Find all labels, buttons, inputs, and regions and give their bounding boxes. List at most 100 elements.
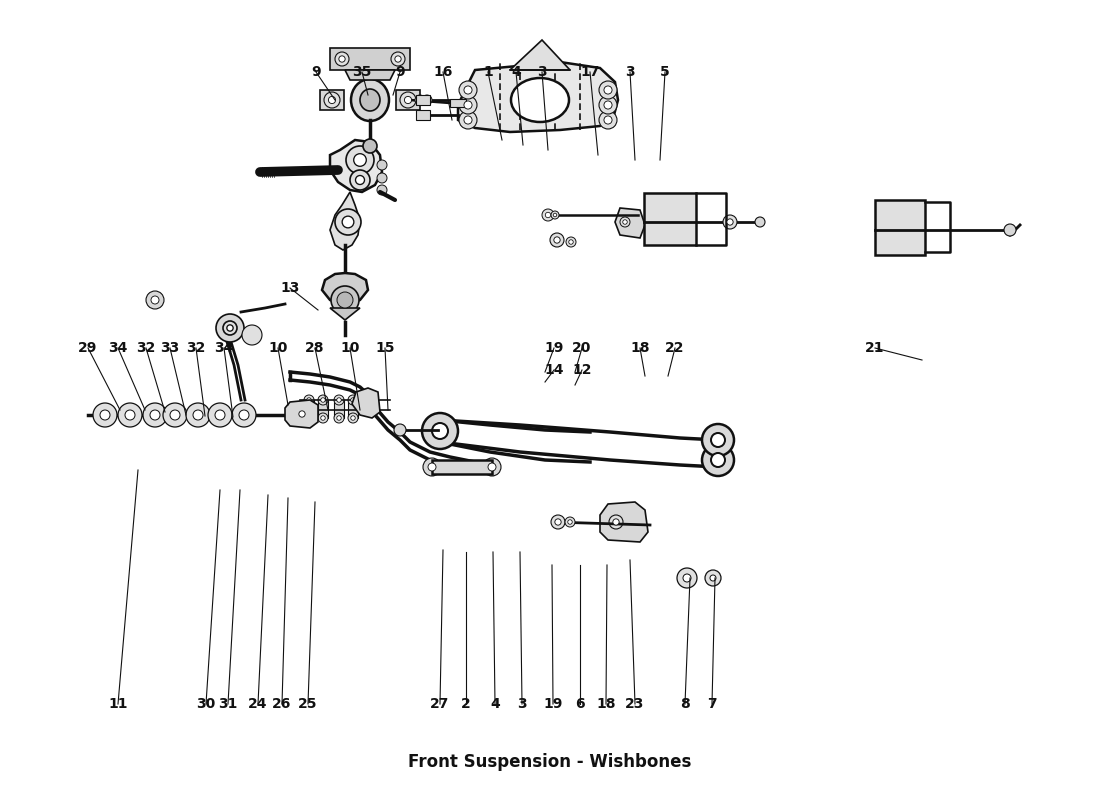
Circle shape — [428, 463, 436, 471]
Circle shape — [337, 398, 341, 402]
Polygon shape — [285, 400, 318, 428]
Polygon shape — [322, 273, 368, 304]
Text: 34: 34 — [214, 341, 233, 355]
Circle shape — [424, 458, 441, 476]
Circle shape — [723, 215, 737, 229]
Circle shape — [551, 515, 565, 529]
Circle shape — [422, 95, 432, 105]
Circle shape — [318, 413, 328, 423]
Circle shape — [553, 214, 557, 217]
Text: 24: 24 — [249, 697, 267, 711]
Circle shape — [348, 395, 358, 405]
Circle shape — [683, 574, 691, 582]
Text: 17: 17 — [581, 65, 600, 79]
Text: 10: 10 — [340, 341, 360, 355]
Circle shape — [432, 423, 448, 439]
Text: 19: 19 — [543, 697, 563, 711]
Text: 3: 3 — [537, 65, 547, 79]
Text: 29: 29 — [78, 341, 98, 355]
Circle shape — [546, 212, 551, 218]
Bar — [416, 110, 430, 120]
Ellipse shape — [351, 79, 389, 121]
Text: 6: 6 — [575, 697, 585, 711]
Circle shape — [459, 96, 477, 114]
Ellipse shape — [360, 89, 379, 111]
Circle shape — [604, 86, 612, 94]
Bar — [450, 99, 466, 107]
Text: 33: 33 — [161, 341, 179, 355]
Text: 19: 19 — [544, 341, 563, 355]
Polygon shape — [330, 308, 360, 320]
Circle shape — [551, 211, 559, 219]
Circle shape — [299, 411, 305, 417]
Polygon shape — [345, 70, 395, 80]
Circle shape — [354, 154, 366, 166]
Circle shape — [568, 520, 572, 524]
Bar — [874, 200, 925, 255]
Circle shape — [676, 568, 697, 588]
Text: 2: 2 — [461, 697, 471, 711]
Text: 4: 4 — [512, 65, 521, 79]
Circle shape — [377, 173, 387, 183]
Circle shape — [239, 410, 249, 420]
Circle shape — [304, 395, 313, 405]
Circle shape — [755, 217, 764, 227]
Circle shape — [711, 433, 725, 447]
Circle shape — [150, 410, 160, 420]
Bar — [348, 400, 358, 418]
Text: 35: 35 — [352, 65, 372, 79]
Circle shape — [304, 413, 313, 423]
Circle shape — [324, 92, 340, 108]
Circle shape — [459, 81, 477, 99]
Polygon shape — [615, 208, 645, 238]
Circle shape — [464, 86, 472, 94]
Bar — [330, 48, 410, 70]
Circle shape — [223, 321, 236, 335]
Circle shape — [232, 403, 256, 427]
Circle shape — [609, 515, 623, 529]
Circle shape — [623, 220, 627, 224]
Bar — [320, 90, 344, 110]
Circle shape — [321, 398, 326, 402]
Circle shape — [702, 444, 734, 476]
Circle shape — [569, 240, 573, 244]
Text: 22: 22 — [666, 341, 684, 355]
Text: 8: 8 — [680, 697, 690, 711]
Circle shape — [94, 403, 117, 427]
Text: 11: 11 — [108, 697, 128, 711]
Circle shape — [186, 403, 210, 427]
Bar — [396, 90, 420, 110]
Text: 14: 14 — [544, 363, 563, 377]
Ellipse shape — [512, 78, 569, 122]
Circle shape — [337, 292, 353, 308]
Circle shape — [118, 403, 142, 427]
Text: 5: 5 — [660, 65, 670, 79]
Circle shape — [242, 325, 262, 345]
Circle shape — [600, 81, 617, 99]
Circle shape — [336, 209, 361, 235]
Text: 27: 27 — [430, 697, 450, 711]
Circle shape — [488, 463, 496, 471]
Circle shape — [400, 92, 416, 108]
Text: 12: 12 — [572, 363, 592, 377]
Circle shape — [339, 56, 345, 62]
Circle shape — [146, 291, 164, 309]
Polygon shape — [458, 62, 618, 132]
Text: 30: 30 — [197, 697, 216, 711]
Circle shape — [705, 570, 720, 586]
Circle shape — [394, 424, 406, 436]
Circle shape — [334, 413, 344, 423]
Circle shape — [307, 416, 311, 420]
Text: 18: 18 — [630, 341, 650, 355]
Text: 9: 9 — [311, 65, 321, 79]
Circle shape — [600, 111, 617, 129]
Text: 4: 4 — [491, 697, 499, 711]
Text: 26: 26 — [273, 697, 292, 711]
Bar — [416, 95, 430, 105]
Circle shape — [554, 237, 560, 243]
Text: 9: 9 — [395, 65, 405, 79]
Circle shape — [321, 416, 326, 420]
Circle shape — [1004, 224, 1016, 236]
Polygon shape — [510, 40, 570, 70]
Circle shape — [620, 217, 630, 227]
